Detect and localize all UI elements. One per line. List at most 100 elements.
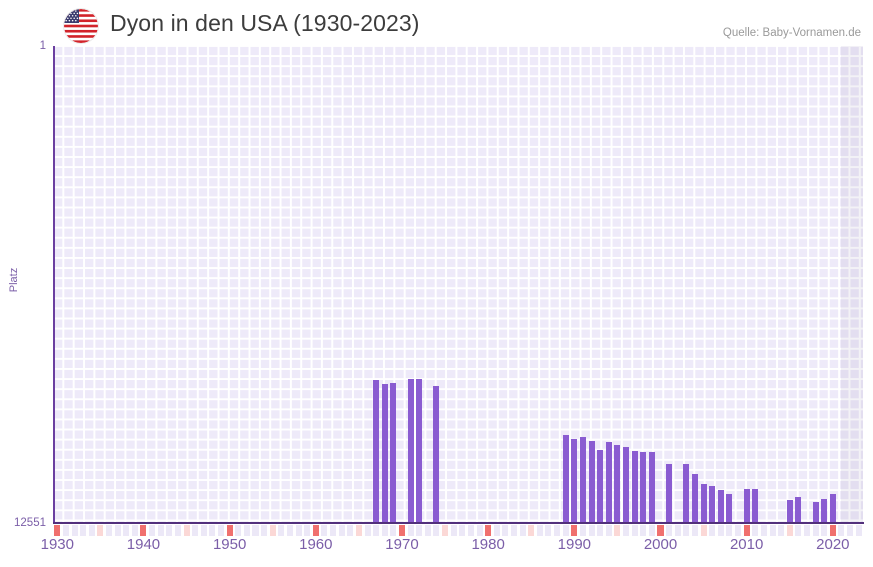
bar[interactable]: [786, 500, 793, 523]
bar[interactable]: [640, 451, 647, 523]
tick-square-plain: [803, 525, 810, 536]
tick-square-plain: [373, 525, 380, 536]
tick-square-plain: [295, 525, 302, 536]
tick-square-plain: [726, 525, 733, 536]
bar[interactable]: [648, 451, 655, 523]
tick-square-plain: [467, 525, 474, 536]
tick-square-plain: [123, 525, 130, 536]
tick-square-plain: [261, 525, 268, 536]
bar[interactable]: [605, 442, 612, 523]
tick-square-plain: [243, 525, 250, 536]
tick-square-plain: [304, 525, 311, 536]
bar[interactable]: [381, 384, 388, 523]
tick-square-plain: [278, 525, 285, 536]
tick-square-half-decade: [355, 525, 362, 536]
tick-square-plain: [149, 525, 156, 536]
tick-square-plain: [752, 525, 759, 536]
tick-square-plain: [192, 525, 199, 536]
tick-square-plain: [80, 525, 87, 536]
bar[interactable]: [631, 451, 638, 523]
tick-square-plain: [416, 525, 423, 536]
tick-square-plain: [519, 525, 526, 536]
tick-square-plain: [62, 525, 69, 536]
bar[interactable]: [717, 489, 724, 523]
tick-square-half-decade: [269, 525, 276, 536]
tick-square-plain: [433, 525, 440, 536]
source-attribution: Quelle: Baby-Vornamen.de: [722, 27, 861, 39]
bar[interactable]: [433, 386, 440, 523]
bar[interactable]: [743, 489, 750, 523]
bar[interactable]: [390, 383, 397, 523]
tick-square-plain: [709, 525, 716, 536]
bar[interactable]: [700, 484, 707, 523]
x-axis-tick-label: 1970: [385, 536, 419, 553]
x-axis-tick-label: 2000: [643, 536, 678, 553]
bar[interactable]: [373, 380, 380, 523]
tick-square-plain: [821, 525, 828, 536]
tick-square-plain: [330, 525, 337, 536]
tick-square-half-decade: [786, 525, 793, 536]
bar[interactable]: [623, 447, 630, 523]
tick-square-half-decade: [183, 525, 190, 536]
tick-square-plain: [105, 525, 113, 536]
bar[interactable]: [683, 464, 690, 523]
tick-square-plain: [579, 525, 586, 536]
grid-background: [53, 46, 863, 523]
tick-square-decade: [398, 525, 405, 536]
x-axis-tick-label: 1940: [126, 536, 161, 553]
bar[interactable]: [821, 499, 828, 523]
tick-square-plain: [674, 525, 681, 536]
bar[interactable]: [614, 444, 621, 523]
bar[interactable]: [588, 440, 595, 523]
bar[interactable]: [726, 494, 733, 523]
tick-square-plain: [252, 525, 259, 536]
bar[interactable]: [752, 489, 759, 523]
bar[interactable]: [562, 434, 569, 523]
bar[interactable]: [416, 378, 423, 523]
tick-square-plain: [502, 525, 509, 536]
bar[interactable]: [579, 437, 586, 523]
tick-square-plain: [666, 525, 673, 536]
tick-square-plain: [381, 525, 388, 536]
tick-square-plain: [131, 525, 138, 536]
chart-title: Dyon in den USA (1930-2023): [110, 10, 420, 36]
tick-square-plain: [286, 525, 293, 536]
bar[interactable]: [571, 438, 578, 523]
x-axis-tick-label: 2020: [816, 536, 850, 553]
tick-square-plain: [838, 525, 845, 536]
tick-square-plain: [364, 525, 371, 536]
tick-square-plain: [588, 525, 595, 536]
tick-square-half-decade: [97, 525, 104, 536]
bar[interactable]: [666, 464, 673, 523]
bar[interactable]: [709, 485, 716, 523]
y-axis-line: [53, 46, 55, 524]
bar[interactable]: [597, 449, 604, 523]
x-axis-tick-label: 1980: [471, 536, 505, 553]
y-axis-title: Platz: [8, 267, 20, 293]
tick-square-plain: [847, 525, 854, 536]
tick-square-decade: [571, 525, 578, 536]
x-axis-line: [53, 522, 864, 524]
bar[interactable]: [829, 494, 836, 523]
tick-square-plain: [174, 525, 181, 536]
tick-square-plain: [545, 525, 552, 536]
tick-square-plain: [200, 525, 207, 536]
x-axis-tick-label: 1960: [299, 536, 333, 553]
tick-square-plain: [769, 525, 776, 536]
us-flag-icon: [64, 9, 98, 43]
tick-square-plain: [855, 525, 862, 536]
tick-square-plain: [166, 525, 173, 536]
tick-square-plain: [114, 525, 121, 536]
bar[interactable]: [812, 502, 819, 523]
bar[interactable]: [407, 378, 414, 523]
tick-square-decade: [657, 525, 664, 536]
tick-square-plain: [735, 525, 742, 536]
tick-square-plain: [717, 525, 724, 536]
tick-square-decade: [743, 525, 750, 536]
x-axis-tick-label: 1990: [557, 536, 592, 553]
tick-square-plain: [71, 525, 78, 536]
bar[interactable]: [795, 496, 802, 523]
tick-square-decade: [485, 525, 492, 536]
bar[interactable]: [691, 473, 698, 523]
